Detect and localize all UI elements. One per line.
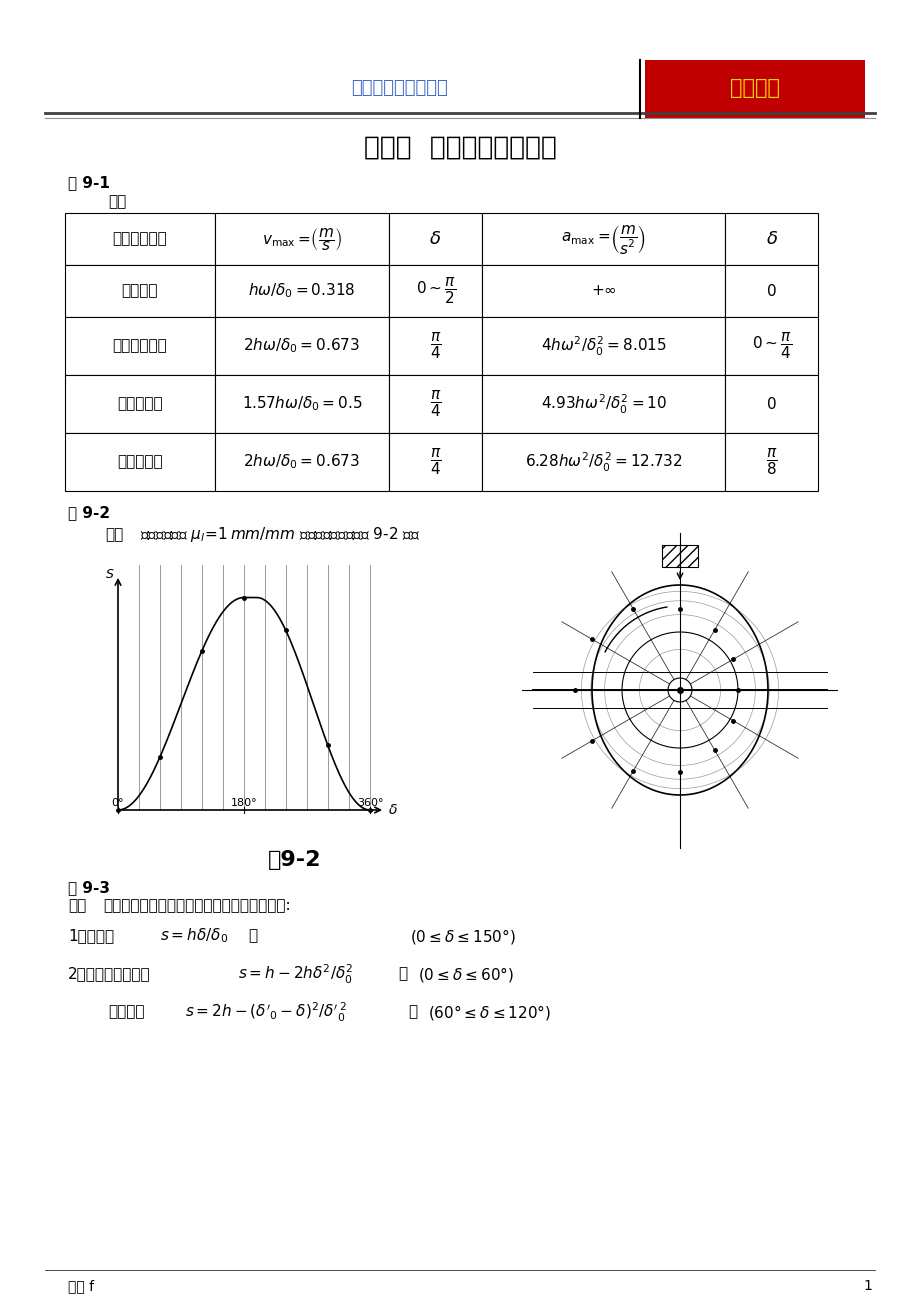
Bar [65, 316, 215, 375]
Text: 以同一比例尺 $\mu_l\!=\!1\,mm/mm$ 作推杆位移曲线如图 9-2 所示: 以同一比例尺 $\mu_l\!=\!1\,mm/mm$ 作推杆位移曲线如图 9-… [140, 526, 420, 544]
Bar [662, 546, 679, 566]
Bar [65, 434, 215, 491]
Text: 仅供参考: 仅供参考 [729, 78, 779, 98]
Text: 2）回程：等加速段: 2）回程：等加速段 [68, 966, 151, 982]
Text: $v_{\rm max}=\!\left(\dfrac{m}{s}\right)$: $v_{\rm max}=\!\left(\dfrac{m}{s}\right)… [261, 225, 342, 253]
Text: 解：: 解： [68, 898, 86, 914]
Text: $0$: $0$ [766, 396, 777, 411]
Text: $\dfrac{\pi}{8}$: $\dfrac{\pi}{8}$ [765, 447, 777, 477]
Text: $\delta$: $\delta$ [388, 803, 398, 816]
Bar [482, 266, 724, 316]
Text: $6.28h\omega^2/\delta_0^2=12.732$: $6.28h\omega^2/\delta_0^2=12.732$ [524, 450, 682, 474]
Bar [65, 375, 215, 434]
Bar [724, 316, 817, 375]
Text: $\dfrac{\pi}{4}$: $\dfrac{\pi}{4}$ [429, 389, 441, 419]
Text: $s = h-2h\delta^2/\delta_0^2$: $s = h-2h\delta^2/\delta_0^2$ [238, 962, 353, 986]
Text: 推杆运动规律: 推杆运动规律 [112, 232, 167, 246]
Text: 题 9-3: 题 9-3 [68, 880, 110, 896]
Text: 题 9-2: 题 9-2 [68, 505, 110, 521]
Text: ，: ， [248, 928, 256, 944]
Text: $0\sim\dfrac{\pi}{4}$: $0\sim\dfrac{\pi}{4}$ [751, 331, 791, 361]
Bar [482, 316, 724, 375]
Bar [389, 316, 482, 375]
Bar [644, 60, 864, 118]
Text: $4.93h\omega^2/\delta_0^2=10$: $4.93h\omega^2/\delta_0^2=10$ [540, 392, 666, 415]
Text: $s = h\delta/\delta_0$: $s = h\delta/\delta_0$ [160, 927, 228, 945]
Bar [482, 434, 724, 491]
Bar [389, 434, 482, 491]
Bar [215, 266, 389, 316]
Text: 题 9-1: 题 9-1 [68, 176, 109, 190]
Text: $+\infty$: $+\infty$ [590, 284, 616, 298]
Text: $\delta$: $\delta$ [429, 230, 441, 247]
Text: 等减速段: 等减速段 [108, 1005, 144, 1019]
Text: $(0\leq\delta\leq 150°)$: $(0\leq\delta\leq 150°)$ [410, 927, 516, 945]
Text: 教学 f: 教学 f [68, 1279, 94, 1293]
Text: 1）推程：: 1）推程： [68, 928, 114, 944]
Text: 解：: 解： [105, 527, 123, 543]
Bar [679, 546, 698, 566]
Text: 180°: 180° [231, 798, 257, 809]
Text: $s = 2h-(\delta'_0-\delta)^2/\delta'^{\,2}_0$: $s = 2h-(\delta'_0-\delta)^2/\delta'^{\,… [185, 1000, 346, 1023]
Text: $0\sim\dfrac{\pi}{2}$: $0\sim\dfrac{\pi}{2}$ [415, 276, 455, 306]
Bar [724, 214, 817, 266]
Text: S: S [106, 569, 114, 582]
Bar [482, 214, 724, 266]
Text: ，: ， [398, 966, 407, 982]
Text: $0$: $0$ [766, 283, 777, 299]
Bar [215, 316, 389, 375]
Text: 1: 1 [862, 1279, 871, 1293]
Text: 推杆在推程段及回程段运动规律的位移方程为:: 推杆在推程段及回程段运动规律的位移方程为: [103, 898, 290, 914]
Text: 解：: 解： [108, 194, 126, 210]
Bar [65, 214, 215, 266]
Text: 等速运动: 等速运动 [121, 284, 158, 298]
Text: 第九章  凸轮机构及其设计: 第九章 凸轮机构及其设计 [363, 135, 556, 161]
Text: $a_{\rm max}=\!\left(\dfrac{m}{s^2}\right)$: $a_{\rm max}=\!\left(\dfrac{m}{s^2}\righ… [561, 223, 645, 255]
Text: $\delta$: $\delta$ [765, 230, 777, 247]
Bar [389, 266, 482, 316]
Bar [215, 434, 389, 491]
Bar [215, 214, 389, 266]
Bar [724, 266, 817, 316]
Text: 等加速等减速: 等加速等减速 [112, 339, 167, 354]
Text: 0°: 0° [111, 798, 124, 809]
Text: $2h\omega/\delta_0=0.673$: $2h\omega/\delta_0=0.673$ [244, 453, 360, 471]
Text: $\dfrac{\pi}{4}$: $\dfrac{\pi}{4}$ [429, 447, 441, 477]
Bar [482, 375, 724, 434]
Text: 余弦加速度: 余弦加速度 [117, 397, 163, 411]
Bar [724, 375, 817, 434]
Bar [65, 266, 215, 316]
Text: $(0\leq\delta\leq 60°)$: $(0\leq\delta\leq 60°)$ [417, 965, 514, 983]
Bar [389, 375, 482, 434]
Text: $(60°\leq\delta\leq 120°)$: $(60°\leq\delta\leq 120°)$ [427, 1003, 550, 1022]
Text: $4h\omega^2/\delta_0^2=8.015$: $4h\omega^2/\delta_0^2=8.015$ [540, 335, 666, 358]
Text: $1.57h\omega/\delta_0=0.5$: $1.57h\omega/\delta_0=0.5$ [242, 395, 362, 413]
Text: $\dfrac{\pi}{4}$: $\dfrac{\pi}{4}$ [429, 331, 441, 361]
Bar [389, 214, 482, 266]
Bar [724, 434, 817, 491]
Text: ，: ， [407, 1005, 416, 1019]
Text: 360°: 360° [357, 798, 383, 809]
Text: 题9-2: 题9-2 [268, 850, 322, 870]
Text: 页眉页脚可一键删除: 页眉页脚可一键删除 [351, 79, 448, 98]
Text: $h\omega/\delta_0=0.318$: $h\omega/\delta_0=0.318$ [248, 281, 356, 301]
Text: $2h\omega/\delta_0=0.673$: $2h\omega/\delta_0=0.673$ [244, 337, 360, 355]
Bar [215, 375, 389, 434]
Text: 正弦加速度: 正弦加速度 [117, 454, 163, 470]
